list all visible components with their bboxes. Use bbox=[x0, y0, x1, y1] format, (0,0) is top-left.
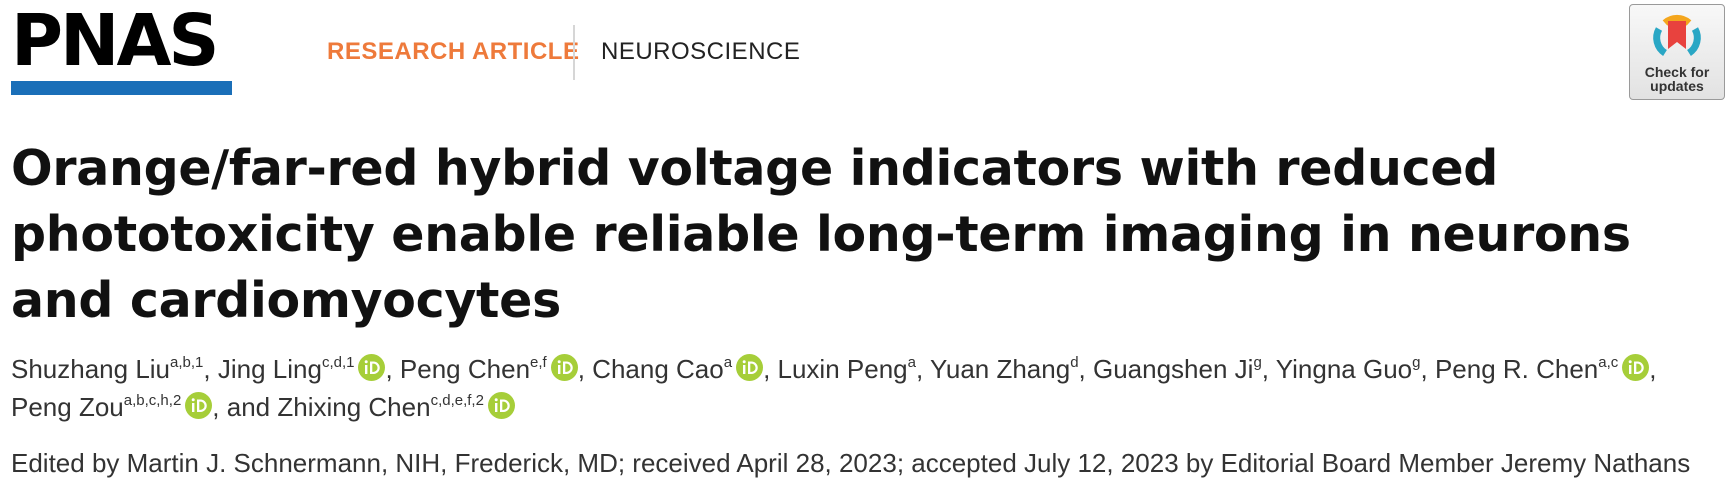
author-affiliation-marker[interactable]: a bbox=[723, 354, 733, 371]
editor-note: Edited by Martin J. Schnermann, NIH, Fre… bbox=[11, 448, 1691, 478]
author-affiliation-marker[interactable]: a,c bbox=[1598, 354, 1619, 371]
orcid-icon[interactable] bbox=[185, 392, 213, 419]
author-name[interactable]: Zhixing Chen bbox=[277, 392, 431, 422]
author-name[interactable]: Shuzhang Liu bbox=[11, 354, 171, 384]
orcid-icon[interactable] bbox=[550, 354, 578, 381]
orcid-icon[interactable] bbox=[736, 354, 764, 381]
author-affiliation-marker[interactable]: g bbox=[1253, 354, 1262, 371]
author-affiliation-marker[interactable]: d bbox=[1070, 354, 1079, 371]
author-name[interactable]: Peng Chen bbox=[399, 354, 531, 384]
author-separator: , bbox=[203, 354, 218, 384]
article-subject[interactable]: NEUROSCIENCE bbox=[601, 38, 801, 65]
author-affiliation-marker[interactable]: a,b,c,h,2 bbox=[123, 392, 182, 409]
author-affiliation-marker[interactable]: g bbox=[1412, 354, 1421, 371]
check-for-updates-label: Check for updates bbox=[1644, 64, 1710, 94]
author-separator: , bbox=[915, 354, 930, 384]
author-separator: , bbox=[577, 354, 593, 384]
author-separator: , bbox=[1649, 354, 1657, 384]
orcid-icon[interactable] bbox=[1622, 354, 1650, 381]
author-affiliation-marker[interactable]: c,d,1 bbox=[321, 354, 355, 371]
author-separator: , bbox=[763, 354, 778, 384]
author-list: Shuzhang Liua,b,1, Jing Lingc,d,1, Peng … bbox=[11, 350, 1711, 426]
author-name[interactable]: Jing Ling bbox=[217, 354, 322, 384]
author-name[interactable]: Peng Zou bbox=[11, 392, 124, 422]
journal-logo[interactable]: PNAS bbox=[11, 0, 233, 95]
check-for-updates-icon bbox=[1653, 14, 1701, 56]
author-separator: , bbox=[1078, 354, 1093, 384]
author-name[interactable]: Peng R. Chen bbox=[1434, 354, 1599, 384]
author-affiliation-marker[interactable]: e,f bbox=[530, 354, 547, 371]
author-name[interactable]: Luxin Peng bbox=[777, 354, 908, 384]
author-name[interactable]: Chang Cao bbox=[592, 354, 724, 384]
author-affiliation-marker[interactable]: a,b,1 bbox=[170, 354, 204, 371]
article-title: Orange/far-red hybrid voltage indicators… bbox=[11, 140, 1631, 329]
author-separator: , bbox=[385, 354, 400, 384]
journal-logo-text: PNAS bbox=[11, 0, 220, 82]
orcid-icon[interactable] bbox=[487, 392, 515, 419]
author-separator: , bbox=[1420, 354, 1435, 384]
author-separator: , bbox=[1261, 354, 1276, 384]
author-name[interactable]: Yingna Guo bbox=[1275, 354, 1413, 384]
author-name[interactable]: Guangshen Ji bbox=[1092, 354, 1254, 384]
check-for-updates-button[interactable]: Check for updates bbox=[1629, 4, 1725, 100]
author-separator: , and bbox=[212, 392, 278, 422]
author-name[interactable]: Yuan Zhang bbox=[929, 354, 1071, 384]
journal-logo-bar bbox=[11, 81, 232, 95]
author-affiliation-marker[interactable]: c,d,e,f,2 bbox=[430, 392, 484, 409]
article-type[interactable]: RESEARCH ARTICLE bbox=[327, 38, 580, 65]
header-divider bbox=[573, 25, 575, 80]
author-affiliation-marker[interactable]: a bbox=[907, 354, 916, 371]
orcid-icon[interactable] bbox=[358, 354, 386, 381]
